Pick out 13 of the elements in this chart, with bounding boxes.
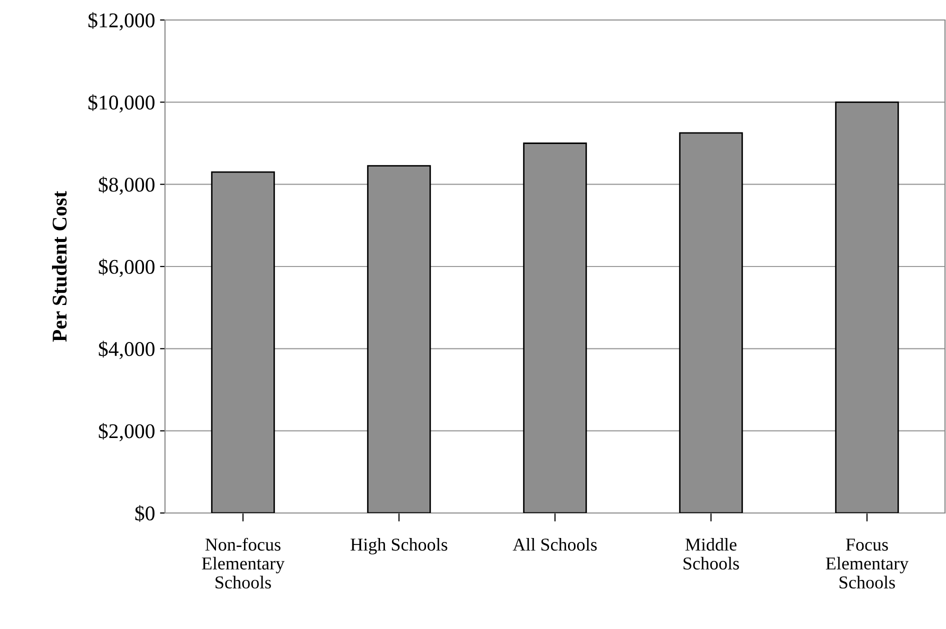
y-tick-label: $12,000 bbox=[88, 12, 154, 30]
y-tick-label: $2,000 bbox=[98, 422, 154, 442]
x-tick-label: Middle Schools bbox=[684, 538, 739, 570]
x-tick-label: Non-focus Elementary Schools bbox=[202, 538, 285, 589]
y-tick-label: $10,000 bbox=[88, 94, 154, 113]
y-tick-label: $6,000 bbox=[98, 258, 154, 277]
y-tick-label: $4,000 bbox=[98, 340, 154, 360]
y-axis-title: Per Student Cost bbox=[52, 190, 67, 342]
x-tick-label: Focus Elementary Schools bbox=[826, 538, 909, 589]
x-tick-label: High Schools bbox=[350, 538, 448, 554]
y-tick-label: $0 bbox=[135, 505, 154, 522]
y-tick-label: $8,000 bbox=[98, 176, 154, 195]
x-tick-label: All Schools bbox=[512, 538, 597, 551]
